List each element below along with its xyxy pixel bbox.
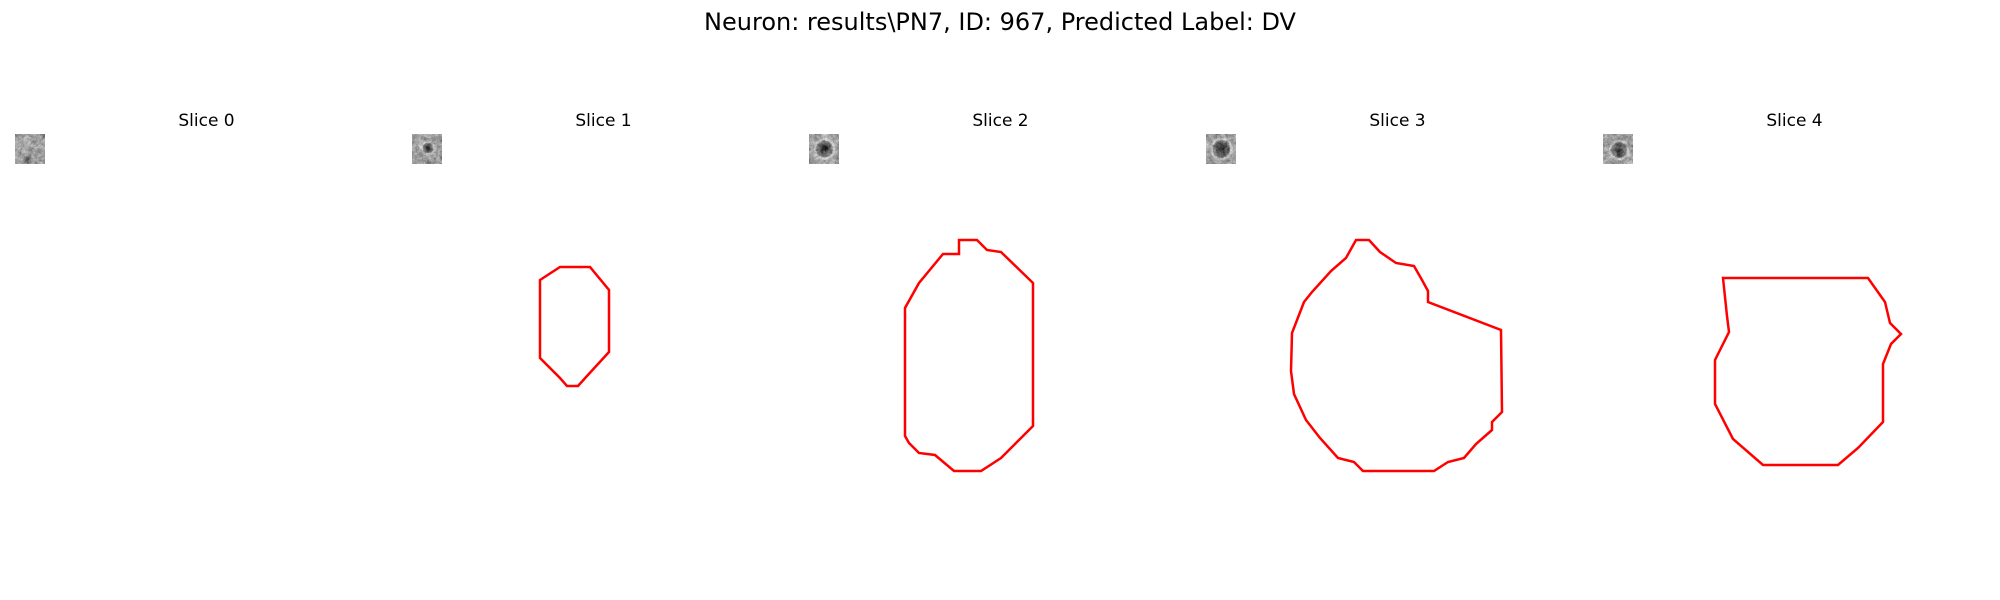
figure-title: Neuron: results\PN7, ID: 967, Predicted … [704,8,1296,36]
slice-title: Slice 2 [972,111,1029,131]
slice-image [809,134,1192,517]
grayscale-image [15,134,45,164]
grayscale-image [412,134,442,164]
slice-image [15,134,398,517]
grayscale-image [1206,134,1236,164]
slice-panel-1: Slice 1 [412,108,795,517]
segmentation-contour [1713,276,1903,467]
segmentation-contour [903,238,1035,473]
slice-title: Slice 0 [178,111,235,131]
slice-image [412,134,795,517]
slice-panel-4: Slice 4 [1603,108,1986,517]
segmentation-contour [538,265,611,388]
slice-title: Slice 3 [1369,111,1426,131]
slice-panel-3: Slice 3 [1206,108,1589,517]
slice-image [1603,134,1986,517]
slice-panel-0: Slice 0 [15,108,398,517]
segmentation-contour [1289,238,1504,473]
slice-image [1206,134,1589,517]
grayscale-image [809,134,839,164]
slice-title: Slice 1 [575,111,632,131]
slice-panel-2: Slice 2 [809,108,1192,517]
slice-title: Slice 4 [1766,111,1823,131]
grayscale-image [1603,134,1633,164]
